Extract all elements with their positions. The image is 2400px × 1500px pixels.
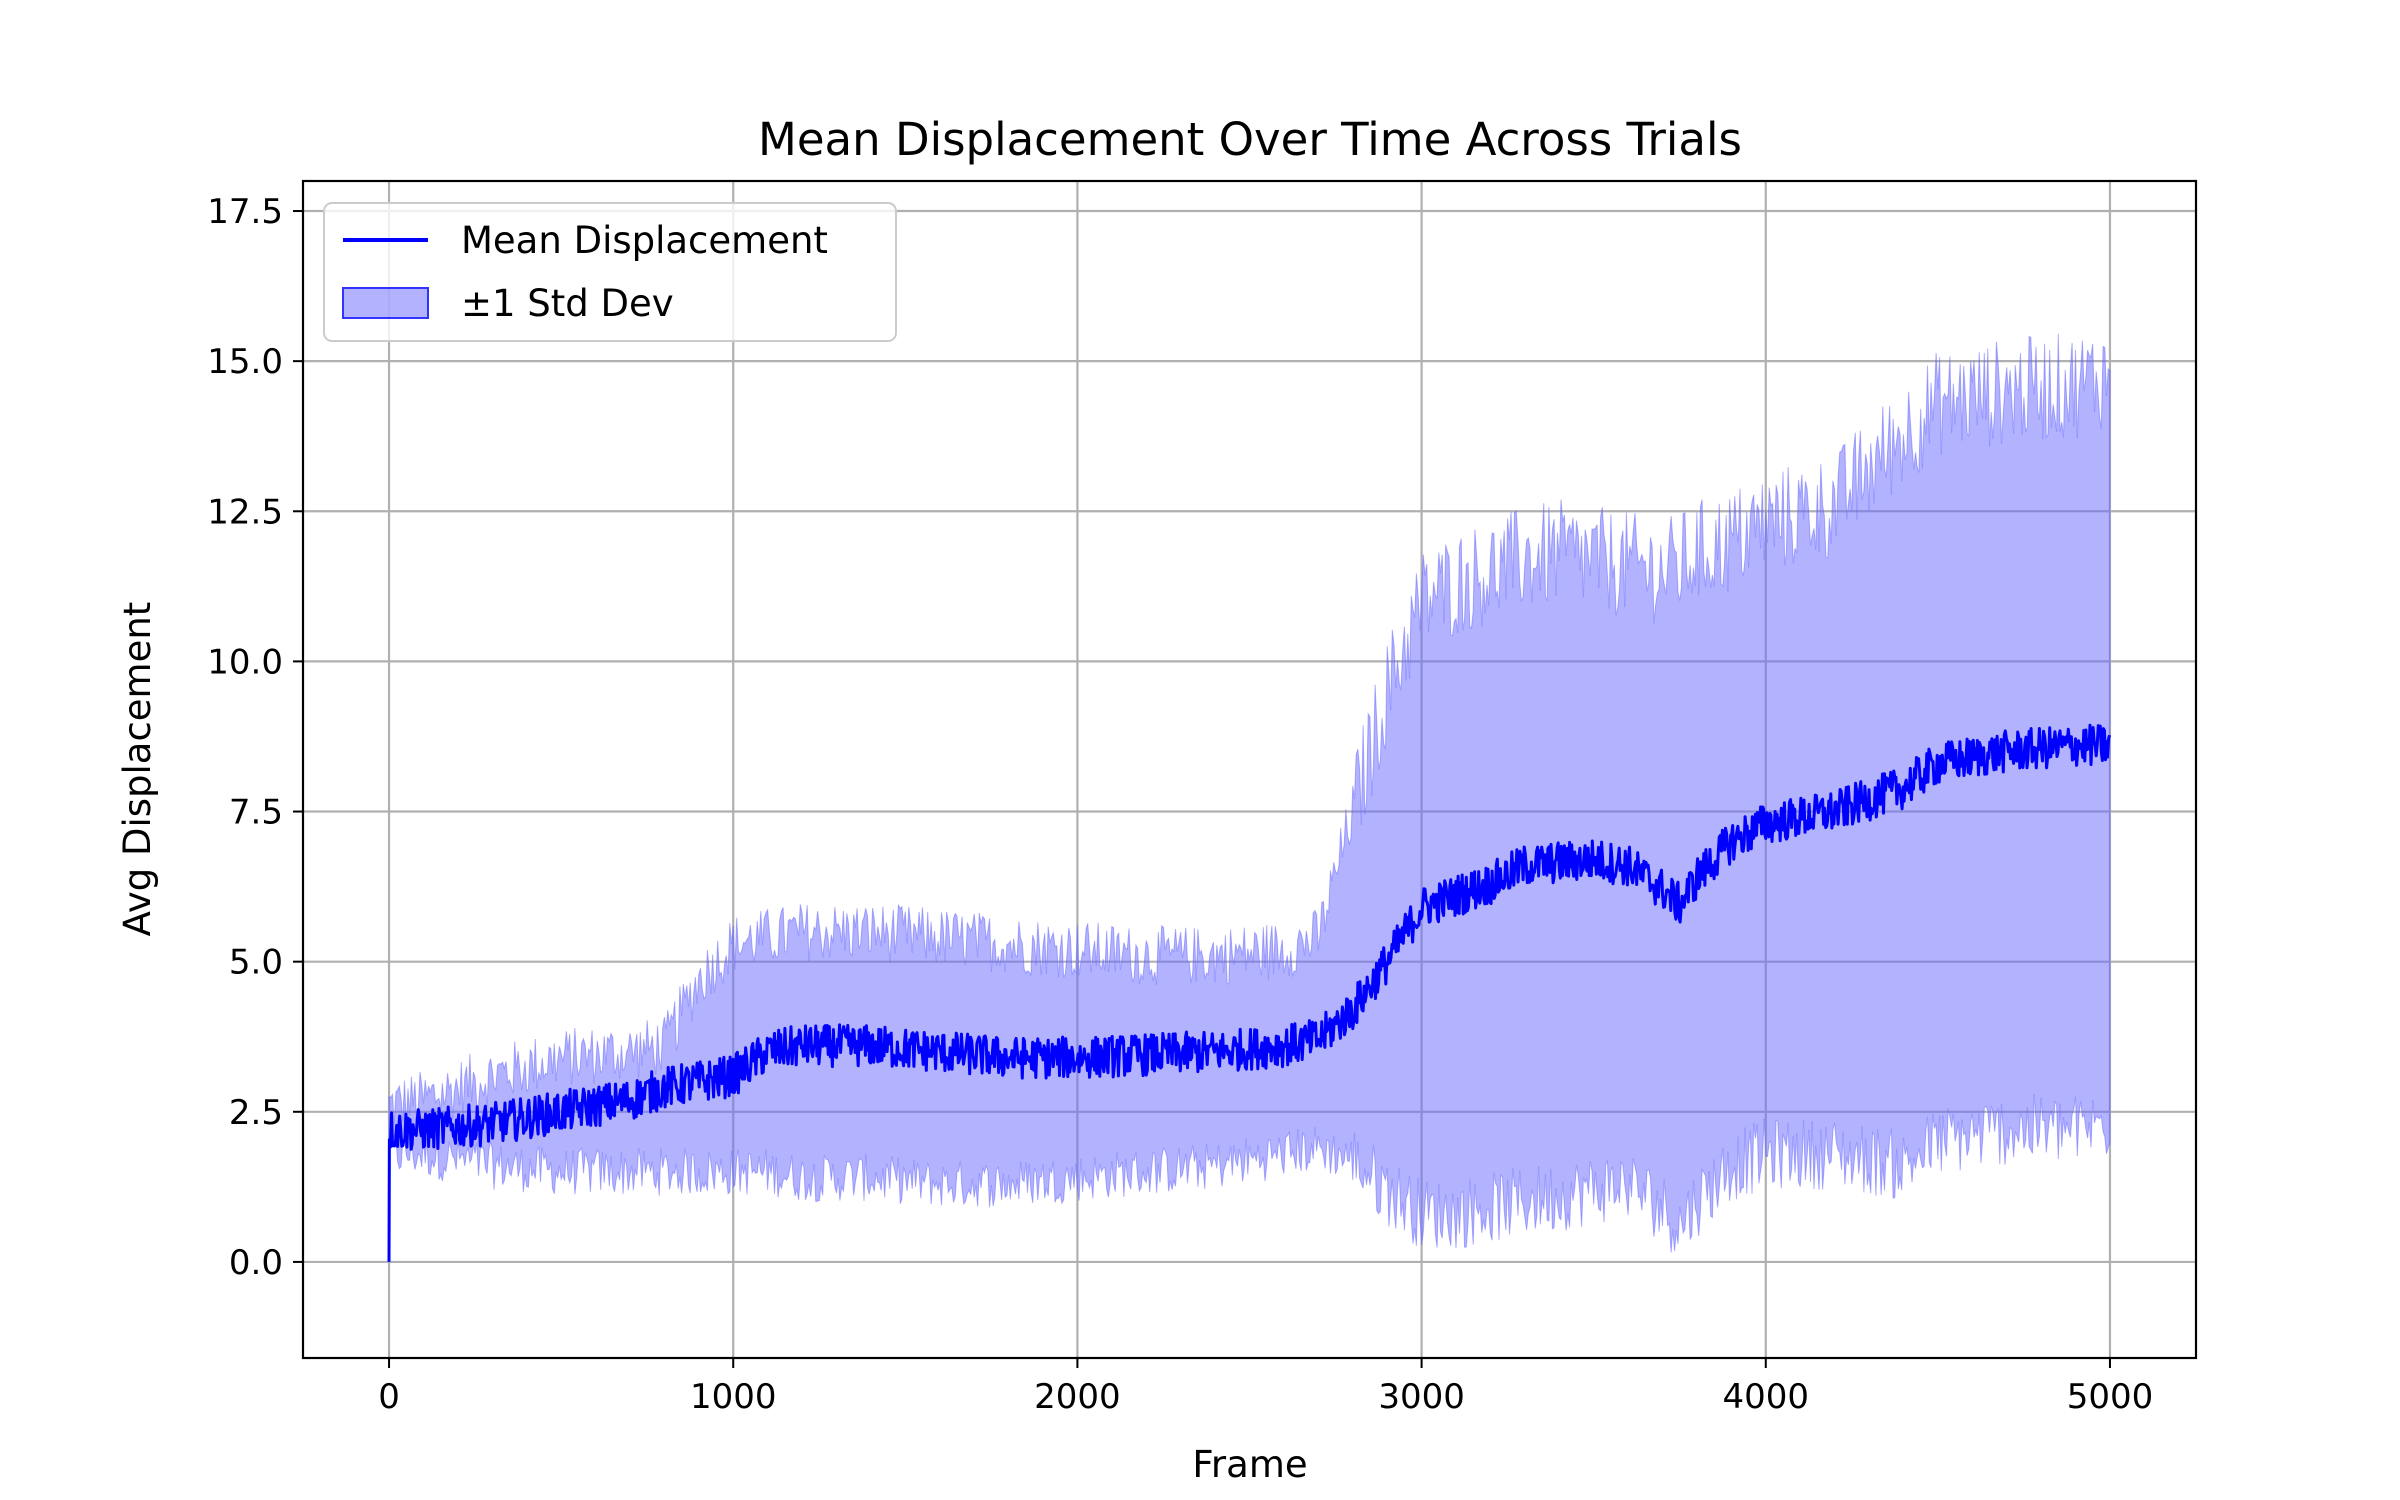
y-tick-label: 5.0 [229,943,283,983]
x-tick-label: 0 [378,1377,400,1417]
y-tick-label: 7.5 [229,793,283,833]
legend: Mean Displacement ±1 Std Dev [323,202,897,342]
legend-band-swatch [342,287,429,319]
plot-frame [301,179,2198,1360]
legend-label-std: ±1 Std Dev [461,282,674,325]
x-tick-label: 5000 [2067,1377,2154,1417]
y-axis-label: Avg Displacement [116,602,159,937]
legend-box [323,202,897,342]
x-tick-label: 3000 [1378,1377,1465,1417]
mean-displacement-line [387,723,2112,1262]
x-axis-label: Frame [1192,1443,1307,1486]
y-tick-label: 15.0 [207,342,283,382]
y-tick-label: 12.5 [207,492,283,532]
y-tick-label: 10.0 [207,642,283,682]
std-dev-band-area [388,333,2111,1253]
chart-title: Mean Displacement Over Time Across Trial… [758,113,1742,166]
y-axis: 0.0 2.5 5.0 7.5 10.0 12.5 15.0 17.5 [207,192,303,1283]
x-tick-label: 2000 [1034,1377,1121,1417]
x-axis: 0 1000 2000 3000 4000 5000 [378,1358,2153,1417]
x-tick-label: 1000 [690,1377,777,1417]
mean-displacement-series [387,723,2112,1262]
y-tick-label: 0.0 [229,1243,283,1283]
y-tick-label: 17.5 [207,192,283,232]
legend-label-mean: Mean Displacement [461,219,828,262]
y-tick-label: 2.5 [229,1093,283,1133]
std-dev-band [388,333,2111,1253]
x-tick-label: 4000 [1723,1377,1810,1417]
